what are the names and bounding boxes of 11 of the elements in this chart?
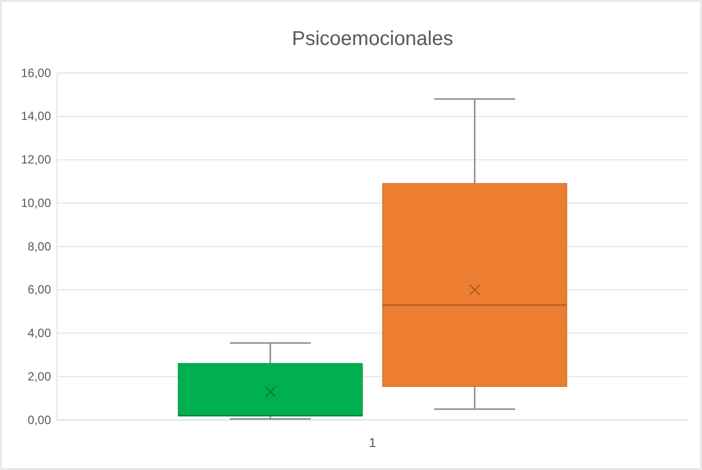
y-tick-label: 2,00	[28, 369, 52, 384]
y-tick-label: 16,00	[20, 66, 52, 80]
y-tick-label: 10,00	[20, 196, 52, 210]
y-tick-label: 12,00	[20, 152, 52, 167]
y-tick-label: 8,00	[28, 239, 52, 254]
chart-title: Psicoemocionales	[292, 28, 454, 50]
y-tick-label: 0,00	[28, 412, 52, 427]
x-tick-label: 1	[368, 435, 376, 450]
y-tick-label: 6,00	[28, 282, 52, 297]
y-tick-label: 14,00	[20, 109, 52, 124]
y-tick-label: 4,00	[28, 326, 52, 340]
